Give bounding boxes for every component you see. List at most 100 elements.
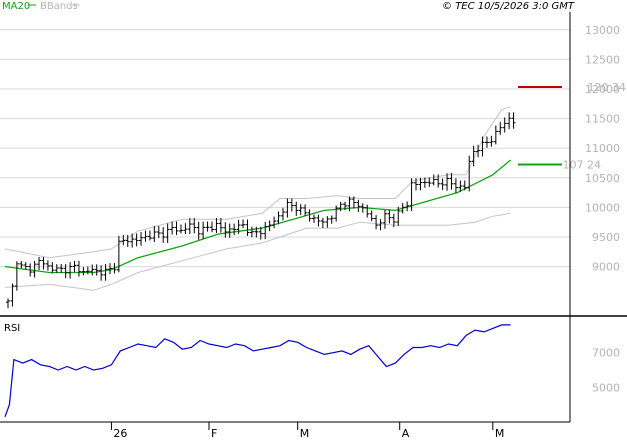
ohlc-bar [121,234,126,246]
price-levels: 120 34 107 24 [518,81,626,172]
ohlc-bar [498,121,503,135]
ohlc-bar [329,215,334,224]
ma20-legend: MA20 [2,1,30,12]
ohlc-bar [511,112,516,129]
ohlc-bar [334,205,339,222]
bollinger-bands [4,106,511,291]
ohlc-bar [418,177,423,191]
ohlc-bar [72,260,77,273]
ohlc-bar [54,264,59,273]
ohlc-bar [294,201,299,216]
ohlc-bar [236,219,241,234]
ohlc-bar [369,210,374,222]
ohlc-bar [241,219,246,229]
ma-level-label: 107 24 [563,159,602,172]
ohlc-bar [462,180,467,191]
ohlc-bar [458,180,463,192]
price-tick-label: 10000 [585,201,620,214]
ohlc-bar [223,222,228,238]
ohlc-bar [507,112,512,130]
ohlc-bar [90,264,95,276]
ohlc-bar [471,145,476,167]
ohlc-bar [258,227,263,240]
ohlc-bar [81,266,86,276]
ohlc-bar [187,218,192,235]
ohlc-bar [14,261,19,291]
ohlc-bar [68,262,73,279]
ohlc-bar [480,136,485,157]
x-tick-label: F [211,427,217,440]
ohlc-bar [10,283,15,307]
ohlc-bar [99,265,104,281]
ohlc-bar [365,204,370,218]
ohlc-bar [343,201,348,211]
ohlc-bar [436,174,441,188]
price-tick-label: 13000 [585,24,620,37]
ohlc-bar [108,263,112,275]
last-price-level-label: 120 34 [588,81,627,94]
ohlc-bar [409,178,414,212]
ohlc-bar [267,220,272,232]
ohlc-bar [214,217,219,234]
ohlc-bar [396,206,401,226]
price-tick-label: 12500 [585,53,620,66]
ohlc-bar [378,219,383,231]
ohlc-bar [320,217,325,228]
ohlc-bar [139,232,144,246]
ohlc-bar [23,262,28,270]
ohlc-bar [76,260,81,277]
copyright: © TEC 10/5/2026 3:0 GMT [442,1,575,12]
ohlc-bar [156,226,161,239]
ohlc-bar [165,223,170,243]
price-grid [0,29,570,268]
ohlc-bar [152,226,157,242]
ohlc-bar [50,262,55,274]
ohlc-bar [467,155,472,192]
ohlc-bar [218,217,223,233]
ohlc-bar [112,263,117,274]
ohlc-bar [28,263,33,277]
ohlc-bar [445,173,450,191]
ohlc-bars [6,112,516,309]
ohlc-bar [414,178,418,191]
rsi-tick-label: 5000 [592,381,620,394]
ohlc-bar [227,223,232,238]
ohlc-bar [196,221,201,240]
ohlc-bar [245,219,250,236]
ohlc-bar [272,216,277,229]
ohlc-bar [103,264,108,281]
ohlc-bar [249,226,254,238]
price-tick-label: 12000 [585,83,620,96]
ohlc-bar [280,207,285,221]
price-tick-label: 10500 [585,172,620,185]
ohlc-bar [400,202,405,214]
ohlc-bar [476,144,481,158]
ohlc-bar [125,234,130,247]
ohlc-bar [298,204,303,216]
ohlc-bar [254,226,259,238]
ohlc-bar [232,223,237,235]
ohlc-bar [6,298,10,309]
time-axis: 26 F M A M [110,422,504,440]
ohlc-bar [374,215,379,230]
price-tick-label: 9500 [592,231,620,244]
ohlc-bar [263,221,268,240]
ohlc-bar [85,266,90,275]
ohlc-bar [143,230,148,242]
ohlc-bar [440,178,445,190]
price-axis: 9000 9500 10000 10500 11000 11500 12000 12500 13… [585,24,620,274]
bbands-legend: BBands [40,1,78,12]
ohlc-bar [449,173,454,190]
ohlc-bar [37,257,42,271]
ohlc-bar [493,125,498,145]
ohlc-bar [422,177,427,188]
ohlc-bar [351,196,356,209]
ohlc-bar [134,233,139,247]
ohlc-bar [130,233,135,248]
ohlc-bar [382,210,387,229]
ohlc-bar [360,203,365,213]
ohlc-bar [285,198,290,218]
ohlc-bar [431,174,436,186]
ohlc-bar [178,224,183,234]
